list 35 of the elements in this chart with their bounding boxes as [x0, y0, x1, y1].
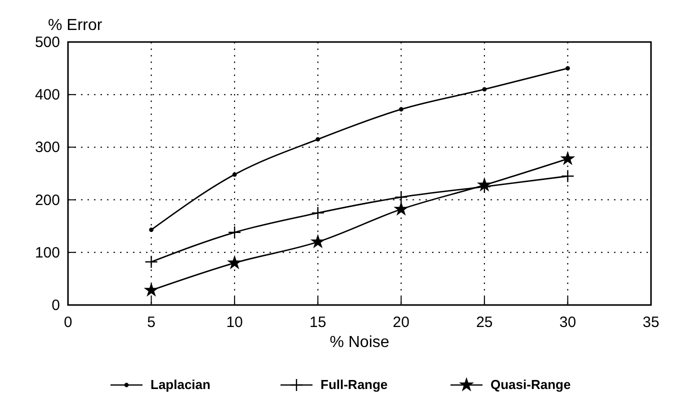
legend-label: Full-Range [320, 377, 388, 392]
y-tick-label: 400 [34, 86, 60, 104]
point [316, 137, 320, 142]
point [311, 206, 324, 220]
point [561, 170, 574, 183]
x-tick-label: 15 [310, 314, 326, 331]
point [144, 255, 158, 268]
x-tick-label: 5 [147, 314, 156, 331]
y-tick-label: 0 [52, 297, 60, 314]
point [566, 66, 570, 70]
x-axis-title: % Noise [330, 334, 390, 351]
x-tick-label: 0 [64, 314, 72, 331]
y-tick-label: 500 [34, 34, 60, 51]
point [144, 282, 159, 297]
point [232, 172, 237, 177]
x-tick-label: 35 [642, 314, 660, 331]
x-tick-label: 25 [476, 314, 493, 331]
point [560, 150, 576, 166]
legend-label: Quasi-Range [490, 377, 571, 392]
point [394, 201, 409, 216]
x-tick-label: 10 [226, 314, 243, 331]
point [228, 226, 242, 240]
legend-label: Laplacian [150, 377, 211, 392]
y-tick-label: 200 [34, 192, 60, 209]
y-tick-label: 300 [34, 139, 60, 156]
point [394, 190, 408, 204]
x-tick-label: 20 [392, 314, 410, 331]
point [310, 234, 326, 248]
point [149, 228, 154, 232]
point [227, 255, 242, 270]
point [482, 87, 487, 92]
x-tick-label: 30 [559, 314, 576, 331]
point [398, 107, 404, 112]
y-tick-label: 100 [34, 244, 60, 262]
y-axis-title: % Error [48, 17, 103, 34]
